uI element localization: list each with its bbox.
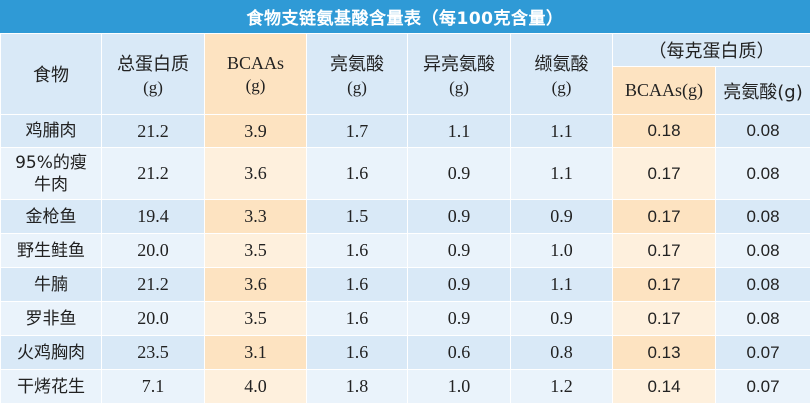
cell-valine: 1.2 [510, 369, 613, 404]
cell-food: 干烤花生 [0, 369, 102, 404]
cell-isoleucine: 0.9 [407, 233, 511, 268]
cell-food: 罗非鱼 [0, 301, 102, 336]
cell-isoleucine: 0.9 [407, 267, 511, 302]
cell-leucine-per-gram: 0.08 [715, 233, 810, 268]
cell-protein: 20.0 [101, 301, 205, 336]
cell-leucine: 1.6 [306, 267, 408, 302]
cell-bcaas: 3.6 [204, 267, 307, 302]
cell-food: 金枪鱼 [0, 199, 102, 234]
cell-bcaas-per-gram: 0.17 [612, 199, 716, 234]
cell-leucine: 1.8 [306, 369, 408, 404]
table-title: 食物支链氨基酸含量表（每100克含量） [0, 0, 810, 33]
cell-bcaas: 3.3 [204, 199, 307, 234]
cell-food: 牛腩 [0, 267, 102, 302]
table-row: 牛腩 21.2 3.6 1.6 0.9 1.1 0.17 0.08 [0, 267, 810, 302]
cell-isoleucine: 1.1 [407, 114, 511, 148]
cell-leucine: 1.5 [306, 199, 408, 234]
cell-protein: 21.2 [101, 114, 205, 148]
cell-leucine: 1.6 [306, 147, 408, 200]
cell-bcaas: 3.5 [204, 233, 307, 268]
cell-bcaas-per-gram: 0.17 [612, 267, 716, 302]
header-leucine-unit: (g) [347, 78, 367, 97]
cell-isoleucine: 0.9 [407, 147, 511, 200]
cell-food: 鸡脯肉 [0, 114, 102, 148]
cell-bcaas-per-gram: 0.17 [612, 233, 716, 268]
header-bcaas-per-gram: BCAAs(g) [612, 66, 716, 115]
cell-valine: 1.0 [510, 233, 613, 268]
bcaa-table: 食物 总蛋白质 (g) BCAAs (g) 亮氨酸 (g) 异亮氨酸 (g) [0, 33, 810, 404]
cell-leucine-per-gram: 0.08 [715, 267, 810, 302]
cell-leucine-per-gram: 0.08 [715, 114, 810, 148]
table-row: 火鸡胸肉 23.5 3.1 1.6 0.6 0.8 0.13 0.07 [0, 335, 810, 370]
header-bcaas: BCAAs (g) [204, 33, 307, 115]
cell-leucine: 1.7 [306, 114, 408, 148]
table-row: 95%的瘦牛肉 21.2 3.6 1.6 0.9 1.1 0.17 0.08 [0, 147, 810, 200]
table-body: 鸡脯肉 21.2 3.9 1.7 1.1 1.1 0.18 0.08 95%的瘦牛肉 21.2 3.… [0, 114, 810, 404]
table-row: 金枪鱼 19.4 3.3 1.5 0.9 0.9 0.17 0.08 [0, 199, 810, 234]
cell-valine: 1.1 [510, 114, 613, 148]
cell-bcaas: 3.9 [204, 114, 307, 148]
cell-leucine-per-gram: 0.08 [715, 199, 810, 234]
cell-valine: 0.9 [510, 301, 613, 336]
cell-isoleucine: 0.9 [407, 199, 511, 234]
header-leucine: 亮氨酸 (g) [306, 33, 408, 115]
table-row: 野生鲑鱼 20.0 3.5 1.6 0.9 1.0 0.17 0.08 [0, 233, 810, 268]
cell-isoleucine: 0.6 [407, 335, 511, 370]
cell-protein: 21.2 [101, 147, 205, 200]
table-row: 鸡脯肉 21.2 3.9 1.7 1.1 1.1 0.18 0.08 [0, 114, 810, 148]
cell-bcaas-per-gram: 0.17 [612, 301, 716, 336]
cell-protein: 21.2 [101, 267, 205, 302]
cell-leucine: 1.6 [306, 335, 408, 370]
cell-isoleucine: 1.0 [407, 369, 511, 404]
header-leucine-per-gram: 亮氨酸(g) [715, 66, 810, 115]
header-valine: 缬氨酸 (g) [510, 33, 613, 115]
cell-leucine-per-gram: 0.07 [715, 369, 810, 404]
cell-bcaas: 3.1 [204, 335, 307, 370]
header-per-gram-protein: （每克蛋白质） [612, 33, 810, 67]
header-food: 食物 [0, 33, 102, 115]
cell-bcaas-per-gram: 0.14 [612, 369, 716, 404]
header-valine-label: 缬氨酸 [534, 54, 589, 75]
cell-bcaas: 4.0 [204, 369, 307, 404]
header-valine-unit: (g) [551, 78, 572, 97]
cell-bcaas-per-gram: 0.17 [612, 147, 716, 200]
cell-valine: 0.8 [510, 335, 613, 370]
cell-valine: 1.1 [510, 267, 613, 302]
cell-isoleucine: 0.9 [407, 301, 511, 336]
header-protein-unit: (g) [143, 78, 163, 97]
header-bcaas-unit: (g) [245, 75, 266, 95]
cell-protein: 19.4 [101, 199, 205, 234]
cell-leucine: 1.6 [306, 301, 408, 336]
cell-food: 95%的瘦牛肉 [0, 147, 102, 200]
header-leucine-label: 亮氨酸 [330, 54, 384, 75]
cell-protein: 20.0 [101, 233, 205, 268]
header-isoleucine-label: 异亮氨酸 [423, 54, 495, 75]
cell-bcaas-per-gram: 0.13 [612, 335, 716, 370]
cell-valine: 0.9 [510, 199, 613, 234]
cell-leucine-per-gram: 0.07 [715, 335, 810, 370]
header-protein-label: 总蛋白质 [117, 54, 189, 75]
cell-bcaas-per-gram: 0.18 [612, 114, 716, 148]
header-bcaas-label: BCAAs [226, 52, 284, 73]
cell-bcaas: 3.5 [204, 301, 307, 336]
cell-leucine-per-gram: 0.08 [715, 301, 810, 336]
table-row: 罗非鱼 20.0 3.5 1.6 0.9 0.9 0.17 0.08 [0, 301, 810, 336]
cell-food: 火鸡胸肉 [0, 335, 102, 370]
table-row: 干烤花生 7.1 4.0 1.8 1.0 1.2 0.14 0.07 [0, 369, 810, 404]
cell-valine: 1.1 [510, 147, 613, 200]
cell-leucine-per-gram: 0.08 [715, 147, 810, 200]
cell-food: 野生鲑鱼 [0, 233, 102, 268]
cell-bcaas: 3.6 [204, 147, 307, 200]
cell-leucine: 1.6 [306, 233, 408, 268]
cell-protein: 7.1 [101, 369, 205, 404]
header-protein: 总蛋白质 (g) [101, 33, 205, 115]
header-isoleucine-unit: (g) [449, 78, 469, 97]
cell-protein: 23.5 [101, 335, 205, 370]
header-isoleucine: 异亮氨酸 (g) [407, 33, 511, 115]
